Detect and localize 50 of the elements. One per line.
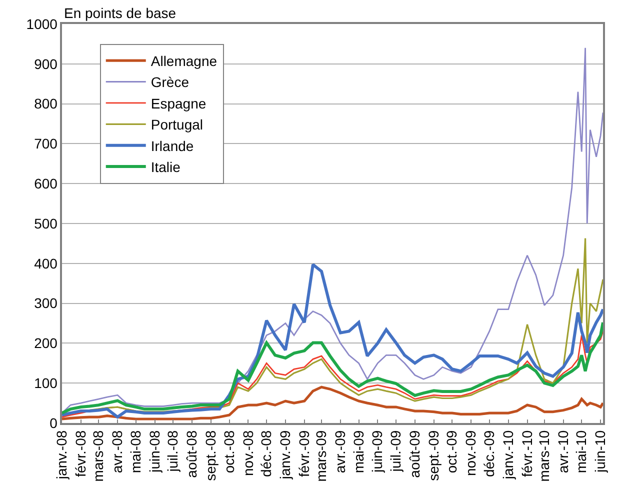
legend-label: Italie xyxy=(150,159,181,176)
x-tick-label: juin-08 xyxy=(146,430,162,474)
line-series xyxy=(62,263,603,419)
x-tick-label: août-09 xyxy=(406,430,422,478)
x-tick-label: mai-10 xyxy=(573,430,590,474)
x-tick-label: oct.-09 xyxy=(444,430,460,474)
x-tick-label: juin-10 xyxy=(592,430,608,474)
x-tick-label: févr.-10 xyxy=(518,430,535,478)
x-tick-label: août-08 xyxy=(184,430,200,478)
y-tick-label: 100 xyxy=(34,375,58,391)
legend-label: Espagne xyxy=(150,95,206,112)
x-tick-label: avr.-08 xyxy=(109,430,126,474)
x-tick-label: mai-09 xyxy=(350,430,366,474)
x-tick-label: janv.-08 xyxy=(54,430,70,480)
x-tick-label: mars-09 xyxy=(313,430,330,482)
y-tick-label: 1000 xyxy=(26,16,58,32)
y-axis-title: En points de base xyxy=(64,5,176,21)
x-tick-label: avr.-09 xyxy=(332,430,348,474)
x-tick-label: sept.-09 xyxy=(425,430,442,481)
y-tick-label: 400 xyxy=(34,255,58,272)
x-tick-label: juil.-09 xyxy=(388,430,404,473)
x-tick-label: févr.-08 xyxy=(72,430,88,478)
y-tick-label: 800 xyxy=(34,96,58,112)
x-tick-label: juin-09 xyxy=(369,430,386,474)
legend-label: Irlande xyxy=(150,138,194,154)
x-tick-label: mars-08 xyxy=(90,430,106,482)
x-tick-label: déc.-08 xyxy=(258,430,274,478)
x-tick-label: nov.-09 xyxy=(462,430,479,476)
x-tick-label: oct.-08 xyxy=(220,430,237,474)
y-tick-label: 300 xyxy=(34,295,58,312)
legend-label: Portugal xyxy=(150,116,204,133)
y-tick-label: 200 xyxy=(34,335,58,352)
x-tick-label: févr.-09 xyxy=(296,430,312,478)
line-series xyxy=(62,386,603,420)
y-tick-label: 900 xyxy=(34,56,58,72)
x-tick-label: juil.-08 xyxy=(164,430,181,473)
x-tick-label: janv.-10 xyxy=(500,430,516,480)
legend-label: Allemagne xyxy=(150,53,218,70)
y-tick-label: 0 xyxy=(50,414,58,431)
x-tick-label: déc.-09 xyxy=(480,430,497,478)
legend-label: Grèce xyxy=(150,74,190,90)
y-tick-label: 600 xyxy=(34,176,58,192)
x-tick-label: avr.-10 xyxy=(554,430,571,474)
x-tick-label: sept.-08 xyxy=(202,430,219,481)
x-tick-label: janv.-09 xyxy=(277,430,294,480)
x-tick-label: nov.-08 xyxy=(240,430,256,476)
x-tick-label: mars-10 xyxy=(536,430,552,482)
y-tick-label: 500 xyxy=(34,215,58,232)
x-tick-label: mai-08 xyxy=(127,430,144,474)
y-tick-label: 700 xyxy=(34,136,58,152)
